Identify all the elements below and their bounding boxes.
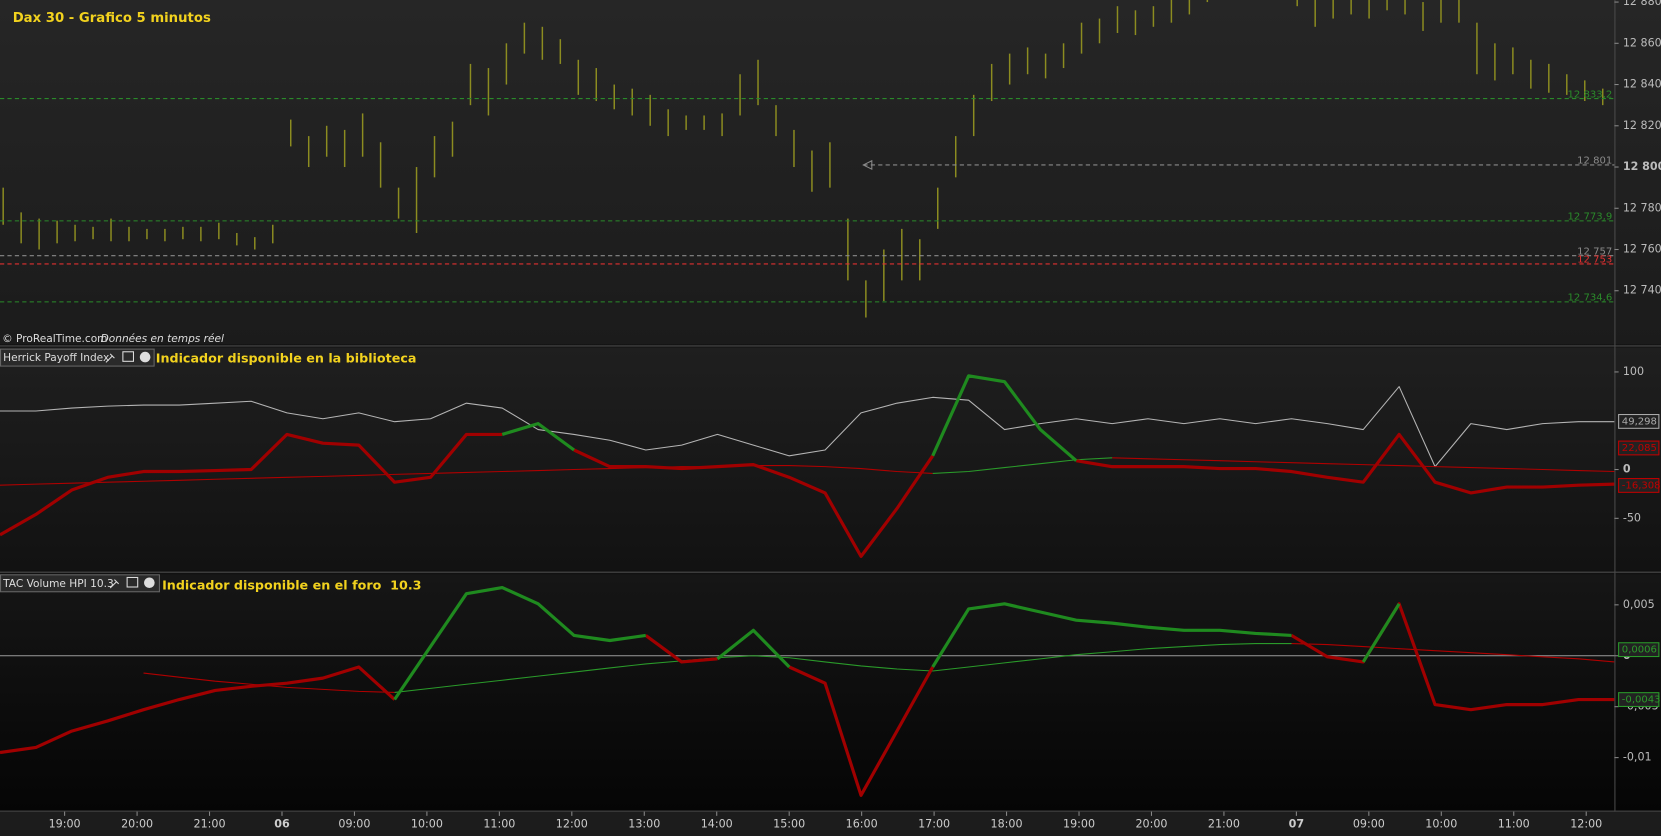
indicator-line bbox=[0, 386, 1615, 468]
x-tick-label: 13:00 bbox=[628, 817, 660, 830]
level-label: 12 773,9 bbox=[1568, 212, 1613, 223]
indicator-line bbox=[394, 643, 1292, 693]
value-label: 22,085 bbox=[1622, 443, 1657, 454]
x-tick-label: 14:00 bbox=[701, 817, 733, 830]
y-tick-label: 12 760 bbox=[1623, 243, 1661, 256]
indicator-note: Indicador disponible en la biblioteca bbox=[156, 351, 417, 366]
panel-hpi bbox=[0, 347, 1661, 571]
level-label: 12 757 bbox=[1577, 246, 1612, 257]
window-icon[interactable] bbox=[126, 576, 139, 588]
indicator-line bbox=[0, 602, 1615, 797]
y-tick-label: 12 740 bbox=[1623, 284, 1661, 297]
level-label: 12 753 bbox=[1577, 255, 1612, 266]
value-box bbox=[1618, 642, 1660, 658]
value-box bbox=[1618, 440, 1660, 456]
x-tick-label: 06 bbox=[274, 817, 290, 830]
level-label: 12 801 bbox=[1577, 156, 1612, 167]
source: © ProRealTime.com bbox=[2, 333, 107, 345]
x-tick-label: 20:00 bbox=[121, 817, 153, 830]
y-tick-label: 0 bbox=[1623, 463, 1631, 476]
level-label: 12 734,6 bbox=[1568, 293, 1613, 304]
y-tick-label: 0,005 bbox=[1623, 598, 1655, 611]
indicator-line bbox=[932, 457, 1113, 474]
value-label: 0,0006 bbox=[1622, 645, 1657, 656]
y-tick-label: 12 840 bbox=[1623, 78, 1661, 91]
close-icon[interactable] bbox=[139, 351, 151, 363]
x-tick-label: 18:00 bbox=[991, 817, 1023, 830]
indicator-line bbox=[0, 432, 1615, 558]
y-tick-label: -0,01 bbox=[1623, 751, 1652, 764]
x-tick-label: 10:00 bbox=[411, 817, 443, 830]
indicator-name: Herrick Payoff Index bbox=[3, 352, 109, 364]
x-tick-label: 09:00 bbox=[338, 817, 370, 830]
x-tick-label: 17:00 bbox=[918, 817, 950, 830]
x-tick-label: 15:00 bbox=[773, 817, 805, 830]
panel-tac bbox=[0, 574, 1661, 811]
x-tick-label: 10:00 bbox=[1425, 817, 1457, 830]
x-tick-label: 07 bbox=[1289, 817, 1304, 830]
x-tick-label: 20:00 bbox=[1135, 817, 1167, 830]
settings-icon[interactable] bbox=[109, 579, 120, 589]
settings-icon[interactable] bbox=[105, 353, 115, 363]
value-label: 49,298 bbox=[1622, 416, 1657, 427]
y-tick-label: 12 880 bbox=[1623, 0, 1661, 8]
chart-title: Dax 30 - Grafico 5 minutos bbox=[13, 11, 211, 26]
x-tick-label: 19:00 bbox=[1063, 817, 1095, 830]
value-box bbox=[1618, 692, 1660, 707]
x-tick-label: 12:00 bbox=[1570, 817, 1602, 830]
indicator-header: TAC Volume HPI 10.3 Indicador disponible… bbox=[0, 574, 421, 593]
indicator-header: Herrick Payoff Index Indicador disponibl… bbox=[0, 348, 417, 367]
indicator-line bbox=[501, 374, 1078, 462]
x-tick-label: 11:00 bbox=[483, 817, 515, 830]
y-tick-label: 12 780 bbox=[1623, 201, 1661, 214]
indicator-note: Indicador disponible en el foro 10.3 bbox=[162, 577, 421, 592]
close-icon[interactable] bbox=[144, 577, 155, 589]
x-tick-label: 19:00 bbox=[49, 817, 81, 830]
indicator-line bbox=[393, 585, 1401, 701]
y-tick-label: 100 bbox=[1623, 365, 1644, 378]
value-label: -16,308 bbox=[1622, 480, 1661, 491]
y-tick-label: 12 800 bbox=[1623, 160, 1661, 173]
value-box bbox=[1618, 414, 1660, 429]
x-tick-label: 21:00 bbox=[194, 817, 226, 830]
level-label: 12 833,2 bbox=[1568, 89, 1613, 100]
x-tick-label: 09:00 bbox=[1353, 817, 1385, 830]
x-tick-label: 21:00 bbox=[1208, 817, 1240, 830]
y-tick-label: 12 820 bbox=[1623, 119, 1661, 132]
y-tick-label: -50 bbox=[1623, 511, 1641, 524]
window-icon[interactable] bbox=[122, 351, 135, 362]
value-label: -0,0043 bbox=[1622, 695, 1661, 706]
indicator-line bbox=[0, 457, 1615, 486]
x-tick-label: 11:00 bbox=[1498, 817, 1530, 830]
time-axis bbox=[0, 811, 1661, 836]
indicator-name: TAC Volume HPI 10.3 bbox=[2, 578, 114, 590]
note: Données en temps réel bbox=[101, 333, 224, 345]
y-tick-label: 12 860 bbox=[1623, 36, 1661, 49]
header-box bbox=[0, 348, 155, 367]
header-box bbox=[0, 574, 160, 593]
value-box bbox=[1618, 478, 1660, 493]
x-tick-label: 12:00 bbox=[556, 817, 588, 830]
x-tick-label: 16:00 bbox=[846, 817, 878, 830]
level-arrow bbox=[862, 159, 873, 171]
